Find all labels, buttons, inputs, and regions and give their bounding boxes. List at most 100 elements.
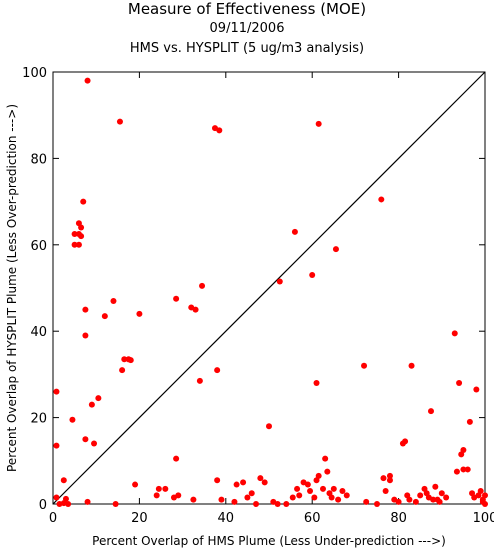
data-point bbox=[313, 380, 320, 387]
data-point bbox=[430, 496, 437, 503]
data-point bbox=[482, 492, 488, 499]
data-point bbox=[402, 438, 409, 445]
data-point bbox=[69, 416, 76, 423]
data-point bbox=[196, 377, 203, 384]
y-tick-label: 40 bbox=[30, 325, 47, 340]
data-point bbox=[53, 388, 60, 395]
data-point bbox=[417, 492, 424, 499]
data-point bbox=[257, 475, 264, 482]
x-tick-label: 60 bbox=[304, 511, 321, 526]
data-point bbox=[71, 231, 78, 237]
data-point bbox=[283, 501, 290, 507]
data-point bbox=[276, 278, 283, 285]
data-point bbox=[412, 498, 419, 505]
data-point bbox=[477, 488, 484, 495]
data-point bbox=[192, 306, 199, 313]
data-point bbox=[173, 295, 180, 302]
data-point bbox=[240, 479, 247, 486]
axis-ticks: 0 20 40 60 80 100 0 20 40 60 80 100 bbox=[22, 66, 494, 526]
y-tick-label: 20 bbox=[30, 412, 47, 427]
data-point bbox=[296, 492, 303, 499]
data-point bbox=[218, 496, 225, 503]
data-point bbox=[78, 224, 85, 231]
data-point bbox=[53, 494, 60, 501]
data-point bbox=[274, 501, 281, 507]
data-point bbox=[60, 477, 67, 484]
data-point bbox=[233, 481, 240, 488]
data-point bbox=[261, 479, 268, 486]
data-point bbox=[82, 436, 89, 443]
plot-area-frame bbox=[52, 71, 486, 505]
data-point bbox=[438, 490, 445, 497]
data-point bbox=[112, 501, 119, 507]
data-point bbox=[214, 367, 221, 374]
data-point bbox=[309, 272, 316, 279]
data-point bbox=[231, 498, 238, 505]
data-point bbox=[78, 233, 85, 240]
data-point bbox=[460, 466, 467, 473]
data-point bbox=[451, 330, 458, 337]
data-point bbox=[473, 386, 480, 393]
data-point bbox=[75, 241, 82, 248]
chart-subtitle: HMS vs. HYSPLIT (5 ug/m3 analysis) bbox=[129, 41, 365, 56]
data-point bbox=[88, 401, 95, 408]
x-tick-label: 80 bbox=[390, 511, 407, 526]
data-point bbox=[82, 332, 89, 339]
data-point bbox=[335, 496, 342, 503]
data-point bbox=[304, 481, 311, 488]
data-point bbox=[386, 472, 393, 479]
data-point bbox=[84, 498, 91, 505]
data-point bbox=[315, 120, 322, 127]
data-point bbox=[328, 494, 335, 501]
data-point bbox=[363, 498, 370, 505]
data-point bbox=[291, 228, 298, 235]
chart-date: 09/11/2006 bbox=[209, 21, 285, 36]
y-tick-label: 100 bbox=[22, 66, 47, 81]
data-point bbox=[374, 501, 380, 507]
data-point bbox=[101, 313, 108, 320]
data-point bbox=[307, 488, 314, 495]
data-point bbox=[190, 496, 197, 503]
data-point bbox=[456, 380, 463, 387]
data-point bbox=[322, 455, 329, 462]
y-tick-label: 60 bbox=[30, 239, 47, 254]
data-point bbox=[436, 498, 443, 505]
data-point bbox=[482, 501, 488, 507]
data-point bbox=[53, 442, 60, 449]
data-point bbox=[253, 501, 260, 507]
data-point bbox=[132, 481, 139, 488]
data-point bbox=[361, 362, 368, 369]
data-point bbox=[294, 485, 301, 492]
data-point bbox=[110, 297, 117, 304]
data-point bbox=[95, 395, 102, 402]
data-point bbox=[155, 485, 162, 492]
data-point bbox=[136, 310, 143, 317]
data-points bbox=[53, 77, 488, 507]
data-point bbox=[324, 468, 331, 475]
y-tick-label: 0 bbox=[39, 498, 47, 513]
data-point bbox=[82, 306, 89, 313]
data-point bbox=[378, 196, 385, 203]
data-point bbox=[244, 494, 251, 501]
data-point bbox=[330, 485, 337, 492]
data-point bbox=[65, 501, 72, 507]
x-tick-label: 20 bbox=[131, 511, 148, 526]
data-point bbox=[432, 483, 439, 490]
data-point bbox=[320, 485, 326, 492]
data-point bbox=[71, 241, 78, 248]
data-point bbox=[153, 492, 160, 499]
data-point bbox=[56, 501, 63, 507]
data-point bbox=[453, 468, 460, 475]
data-point bbox=[119, 367, 126, 374]
data-point bbox=[84, 77, 91, 84]
data-point bbox=[339, 488, 346, 495]
data-point bbox=[214, 477, 221, 484]
data-point bbox=[116, 118, 123, 125]
data-point bbox=[443, 494, 450, 501]
data-point bbox=[80, 198, 87, 205]
data-point bbox=[408, 362, 415, 369]
data-point bbox=[395, 498, 402, 505]
data-point bbox=[311, 494, 318, 501]
data-point bbox=[315, 472, 322, 479]
